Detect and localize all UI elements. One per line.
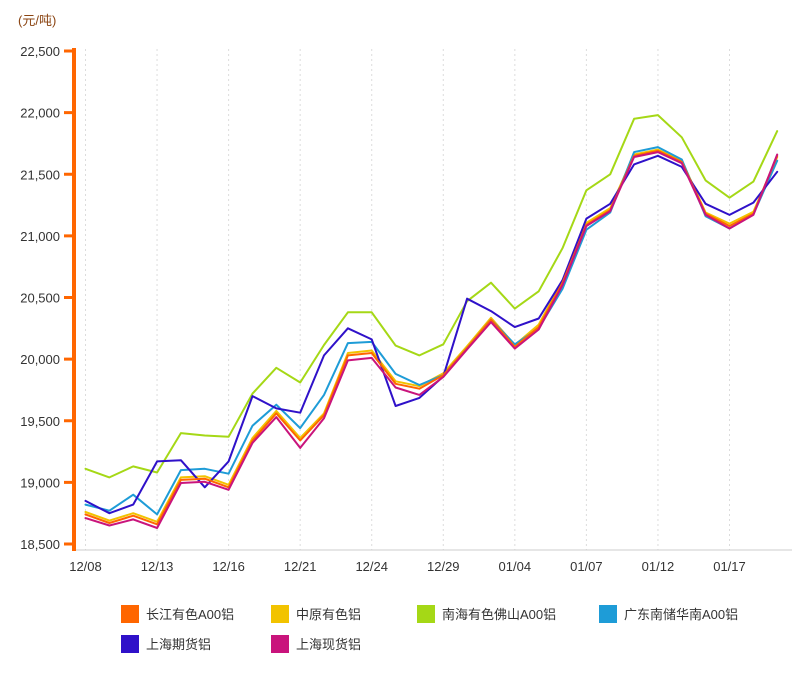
x-axis-label: 01/12 — [642, 559, 675, 574]
series-line-中原有色铝 — [84, 148, 779, 523]
y-axis-label: 22,000 — [20, 106, 60, 121]
legend-item-上海现货铝[interactable]: 上海现货铝 — [271, 634, 361, 653]
y-axis-label: 20,000 — [20, 352, 60, 367]
legend-item-长江有色A00铝[interactable]: 长江有色A00铝 — [121, 604, 234, 623]
y-axis-label: 19,500 — [20, 414, 60, 429]
legend-label: 上海现货铝 — [296, 637, 362, 652]
y-axis-label: 21,500 — [20, 167, 60, 182]
series-line-长江有色A00铝 — [84, 149, 779, 526]
legend-label: 广东南储华南A00铝 — [624, 607, 739, 622]
legend-label: 长江有色A00铝 — [146, 607, 235, 622]
x-axis-label: 01/07 — [570, 559, 603, 574]
x-axis-label: 12/08 — [69, 559, 102, 574]
series-line-上海现货铝 — [84, 151, 779, 529]
y-axis-label: 20,500 — [20, 291, 60, 306]
chart-canvas: 22,500 22,000 21,500 21,000 20,500 20,000 19,5… — [20, 44, 792, 574]
legend-swatch — [271, 634, 289, 653]
y-axis-label: 22,500 — [20, 44, 60, 59]
series-line-上海期货铝 — [84, 154, 779, 515]
x-axis-label: 12/21 — [284, 559, 317, 574]
legend-item-上海期货铝[interactable]: 上海期货铝 — [121, 634, 211, 653]
legend-label: 中原有色铝 — [296, 607, 362, 622]
legend-item-广东南储华南A00铝[interactable]: 广东南储华南A00铝 — [599, 604, 738, 623]
legend-label: 上海期货铝 — [146, 637, 212, 652]
legend-label: 南海有色佛山A00铝 — [442, 607, 557, 622]
legend-swatch — [121, 604, 139, 623]
series-line-南海有色佛山A00铝 — [84, 114, 779, 479]
y-axis-label: 19,000 — [20, 475, 60, 490]
x-axis-label: 12/16 — [212, 559, 245, 574]
legend-item-南海有色佛山A00铝[interactable]: 南海有色佛山A00铝 — [417, 604, 556, 623]
legend-item-中原有色铝[interactable]: 中原有色铝 — [271, 604, 361, 623]
legend-swatch — [599, 604, 617, 623]
legend-swatch — [121, 634, 139, 653]
series-line-广东南储华南A00铝 — [84, 146, 779, 516]
x-axis-label: 12/29 — [427, 559, 460, 574]
y-axis-label: 21,000 — [20, 229, 60, 244]
y-axis-label: 18,500 — [20, 537, 60, 552]
x-axis-label: 12/13 — [141, 559, 174, 574]
x-axis-label: 01/04 — [499, 559, 532, 574]
x-axis-label: 01/17 — [713, 559, 746, 574]
legend-swatch — [417, 604, 435, 623]
x-axis-label: 12/24 — [355, 559, 388, 574]
y-axis-unit-label: (元/吨) — [18, 13, 57, 28]
legend-swatch — [271, 604, 289, 623]
